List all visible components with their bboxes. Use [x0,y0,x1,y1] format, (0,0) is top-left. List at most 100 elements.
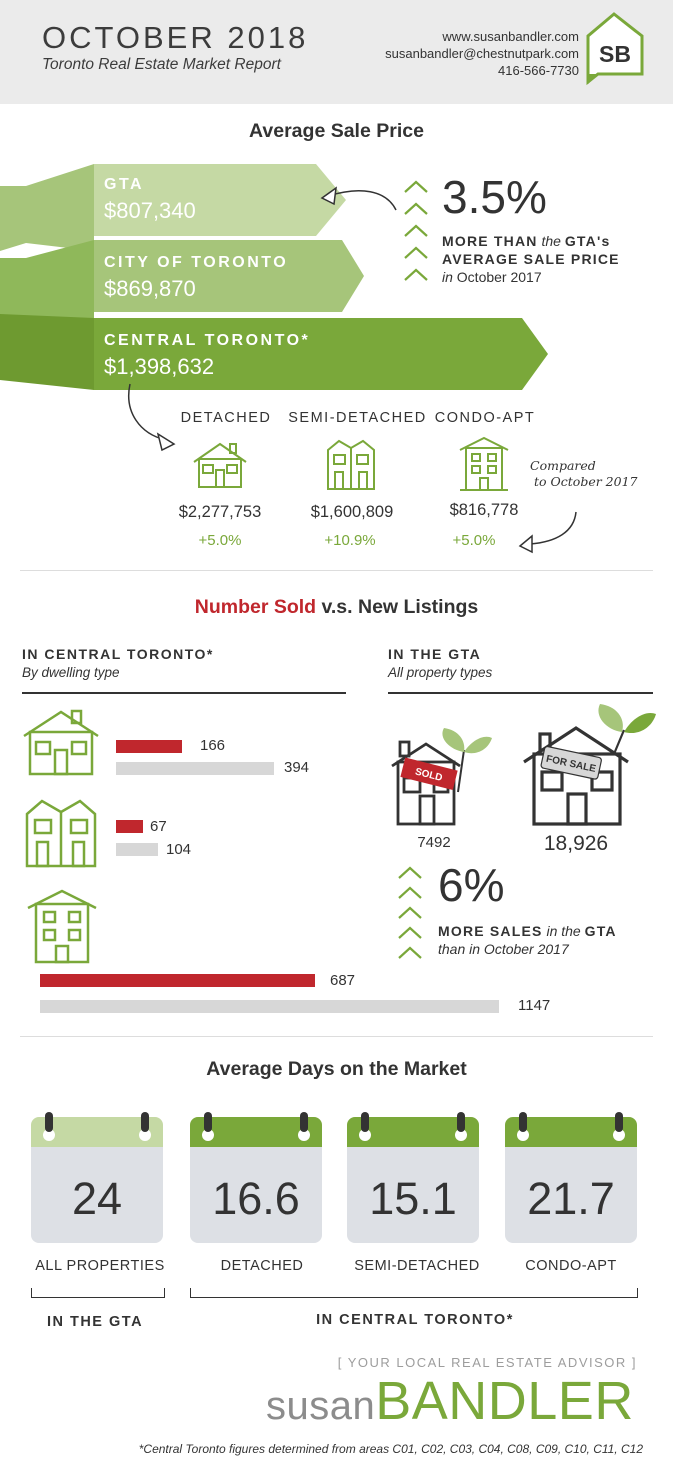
brand-first: susan [266,1384,376,1428]
pct-text-line2: AVERAGE SALE PRICE [442,251,620,267]
calendar-value: 24 [71,1173,123,1224]
bar-listings-detached-label: 394 [284,759,310,776]
sold-title-rest: v.s. New Listings [316,596,479,618]
gta-subheading: All property types [388,665,493,680]
central-arrow-shape [0,314,548,390]
calendar-value: 15.1 [369,1173,457,1224]
calendar-condo-apt: 21.7 [505,1112,637,1243]
gta-label: GTA [104,176,145,193]
gta-heading: IN THE GTA [388,646,482,662]
footer-tagline: [ YOUR LOCAL REAL ESTATE ADVISOR ] [337,1355,637,1370]
email-link[interactable]: susanbandler@chestnutpark.com [385,46,579,61]
bar-listings-condo-label: 1147 [518,997,551,1014]
gta-sales-pct: 6% [438,859,505,911]
gta-arrow-shape [0,164,346,251]
curved-pointer-icon [320,186,397,211]
toronto-arrow: CITY OF TORONTO $869,870 [0,240,364,324]
divider-1 [20,570,653,571]
calendar-ring-icon [300,1112,308,1132]
semi-detached-house-icon [327,439,375,490]
calendar-hole [613,1129,625,1141]
bar-sold-condo [40,974,315,987]
report-title: OCTOBER 2018 [42,20,309,55]
calendar-body: 15.1 [347,1147,479,1243]
condo-building-icon [27,889,97,964]
bar-sold-detached-label: 166 [200,737,226,754]
footnote: *Central Toronto figures determined from… [138,1442,643,1456]
logo-text: SB [599,41,631,67]
report-subtitle: Toronto Real Estate Market Report [42,56,281,73]
bar-listings-semi [116,843,158,856]
dw-change-condo: +5.0% [452,532,496,549]
gta-pct-italic: in the [546,923,581,939]
avg-price-title: Average Sale Price [249,120,424,142]
calendar-ring-icon [45,1112,53,1132]
phone-number: 416-566-7730 [498,63,579,78]
pct-text-gta: GTA's [564,233,611,249]
bar-sold-semi-label: 67 [150,818,167,835]
calendar-body: 24 [31,1147,163,1243]
calendar-hole [455,1129,467,1141]
bar-sold-semi [116,820,143,833]
sold-title-red: Number Sold [194,596,317,618]
pct-text-italic: the [541,233,561,249]
toronto-label: CITY OF TORONTO [104,254,289,271]
bar-sold-condo-label: 687 [330,972,356,989]
pct-text-in: in [442,269,453,285]
brand-last: BANDLER [375,1371,634,1431]
central-subheading: By dwelling type [22,665,120,680]
calendar-ring-icon [519,1112,527,1132]
semi-detached-house-icon [25,799,97,868]
dw-label-condo: CONDO-APT [434,410,536,426]
calendar-label-all: ALL PROPERTIES [35,1258,165,1274]
calendar-label-semi: SEMI-DETACHED [354,1258,480,1274]
toronto-price: $869,870 [104,276,196,301]
compare-note-line1: Compared [530,458,596,473]
central-label: CENTRAL TORONTO* [104,332,311,349]
bar-listings-condo [40,1000,499,1013]
gta-price: $807,340 [104,198,196,223]
group-label-central: IN CENTRAL TORONTO* [316,1312,514,1328]
gta-pct-gta: GTA [584,923,617,939]
dw-label-detached: DETACHED [180,410,272,426]
gta-sales-pct-text: MORE SALES in the GTA than in October 20… [438,922,617,958]
calendar-semi-detached: 15.1 [347,1112,479,1243]
calendar-ring-icon [457,1112,465,1132]
note-pointer-icon [518,511,577,554]
calendar-all-properties: 24 [31,1112,163,1243]
gta-sold-value: 7492 [417,834,451,851]
central-price: $1,398,632 [104,354,215,379]
website-link[interactable]: www.susanbandler.com [442,29,579,44]
avg-price-pct: 3.5% [442,171,547,223]
brand-wordmark: susanBANDLER [266,1370,634,1432]
calendar-hole [43,1129,55,1141]
bar-sold-detached [116,740,182,753]
dw-change-semi: +10.9% [324,532,376,549]
dw-price-semi: $1,600,809 [310,503,394,521]
calendar-hole [517,1129,529,1141]
condo-building-icon [459,436,509,491]
detached-house-icon [23,709,99,776]
calendar-hole [359,1129,371,1141]
calendar-value: 21.7 [527,1173,615,1224]
compare-note-line2: to October 2017 [534,474,638,489]
calendar-body: 21.7 [505,1147,637,1243]
for-sale-house-icon: FOR SALE [523,704,656,826]
bracket-gta [31,1288,165,1298]
sold-vs-listings-title: Number Sold v.s. New Listings [0,596,673,619]
calendar-hole [298,1129,310,1141]
detached-house-icon [193,442,247,488]
central-arrow: CENTRAL TORONTO* $1,398,632 [0,314,548,394]
calendar-hole [139,1129,151,1141]
days-title: Average Days on the Market [206,1058,467,1080]
bracket-central [190,1288,638,1298]
dw-change-detached: +5.0% [198,532,242,549]
bar-listings-semi-label: 104 [166,841,192,858]
central-rule [22,692,346,694]
bar-listings-detached [116,762,274,775]
gta-pct-line2: than in October 2017 [438,941,569,957]
calendar-body: 16.6 [190,1147,322,1243]
pct-text-date: October 2017 [456,269,542,285]
pct-text-bold: MORE THAN [442,233,538,249]
gta-pct-bold: MORE SALES [438,923,543,939]
